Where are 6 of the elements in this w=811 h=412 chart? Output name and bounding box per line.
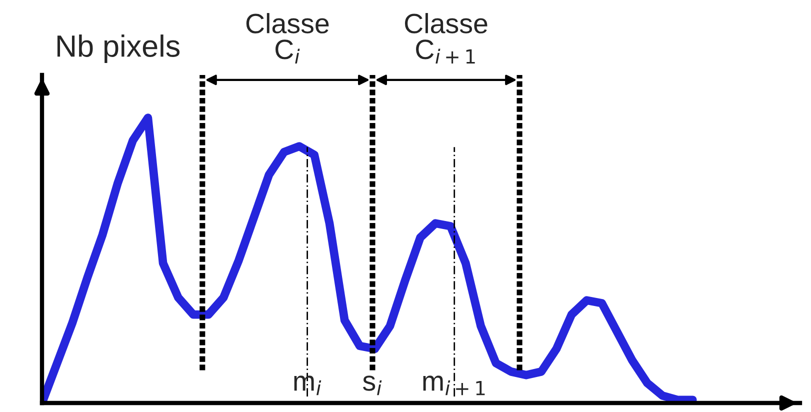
text: Classe C$_{i+1}$ (404, 13, 488, 64)
annotation: m$_{i}$ (294, 376, 322, 396)
text: Classe C$_{i}$ (246, 13, 329, 64)
annotation: m$_{i+1}$ (423, 376, 485, 396)
y-axis-title: Nb pixels (57, 34, 180, 63)
annotation: s$_{i}$ (362, 376, 382, 396)
